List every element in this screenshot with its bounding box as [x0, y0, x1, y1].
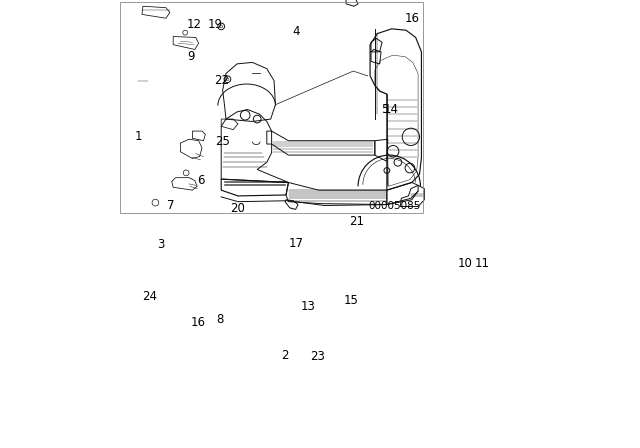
Text: 14: 14: [384, 103, 399, 116]
Text: 24: 24: [141, 290, 157, 303]
Text: 12: 12: [186, 18, 202, 31]
Text: 16: 16: [404, 12, 419, 25]
Text: 3: 3: [157, 238, 165, 251]
Text: 6: 6: [197, 173, 204, 186]
Text: 8: 8: [216, 313, 224, 326]
Text: 11: 11: [474, 257, 490, 270]
Text: 22: 22: [214, 74, 228, 87]
Text: 9: 9: [187, 50, 195, 63]
Text: 16: 16: [191, 316, 206, 329]
Text: 23: 23: [310, 350, 324, 363]
Text: 21: 21: [349, 215, 365, 228]
Text: 7: 7: [167, 199, 175, 212]
Text: 5: 5: [381, 103, 388, 116]
Text: 2: 2: [282, 349, 289, 362]
Text: 4: 4: [293, 25, 300, 38]
Text: 1: 1: [134, 130, 142, 143]
Text: 20: 20: [230, 202, 246, 215]
Text: 15: 15: [344, 293, 358, 306]
Text: 13: 13: [300, 300, 315, 313]
Text: 25: 25: [215, 135, 230, 148]
Text: 10: 10: [457, 257, 472, 270]
Text: 17: 17: [289, 237, 304, 250]
Text: 00005085: 00005085: [368, 202, 420, 211]
Text: 19: 19: [207, 18, 223, 31]
